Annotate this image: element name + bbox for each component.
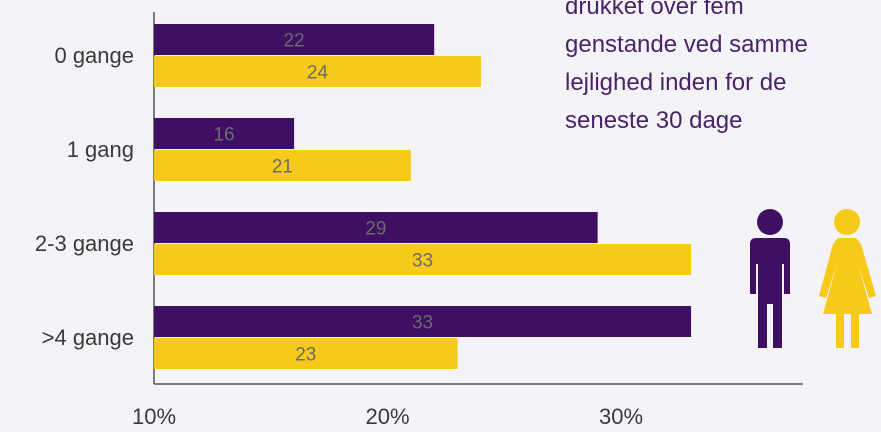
annotation-text: drukket over fem genstande ved samme lej… [565,0,808,134]
bar-series1-1 [154,118,295,149]
bar-value-label: 33 [412,313,433,334]
x-tick-label: 30% [599,404,643,429]
bar-value-label: 16 [213,125,234,146]
category-label: >4 gange [42,325,134,350]
category-label: 1 gang [67,137,134,162]
bar-series1-2 [154,212,598,243]
bar-series1-3 [154,306,692,337]
bar-value-label: 21 [272,157,293,178]
man-icon [750,209,790,348]
category-labels: 0 gange 1 gang 2-3 gange >4 gange [35,43,134,350]
bar-value-label: 29 [365,219,386,240]
bar-series2-1 [154,150,411,181]
bar-value-label: 22 [284,31,305,52]
x-tick-labels: 10% 20% 30% [132,404,643,429]
woman-icon [819,209,876,348]
gender-legend [750,209,876,348]
bar-value-label: 23 [295,345,316,366]
bar-series2-0 [154,56,481,87]
bar-value-label: 33 [412,251,433,272]
bar-series2-2 [154,244,692,275]
bar-series2-3 [154,338,458,369]
bar-value-label: 24 [307,63,329,84]
x-tick-label: 10% [132,404,176,429]
category-label: 0 gange [54,43,134,68]
x-tick-label: 20% [365,404,409,429]
bar-series1-0 [154,24,435,55]
category-label: 2-3 gange [35,231,134,256]
